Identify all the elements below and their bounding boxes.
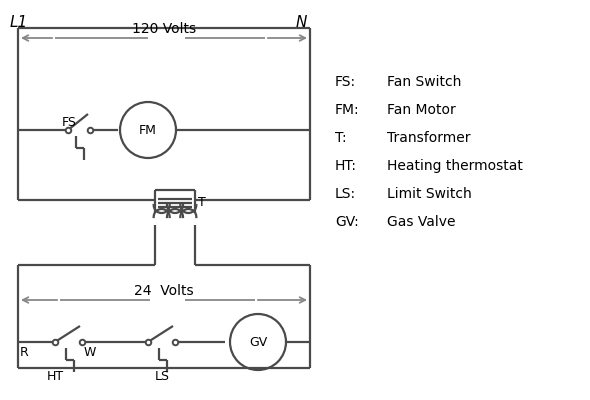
- Text: 24  Volts: 24 Volts: [134, 284, 194, 298]
- Text: HT: HT: [47, 370, 64, 383]
- Text: Limit Switch: Limit Switch: [387, 187, 472, 201]
- Text: W: W: [84, 346, 96, 359]
- Text: T: T: [198, 196, 206, 210]
- Text: GV: GV: [249, 336, 267, 348]
- Text: GV:: GV:: [335, 215, 359, 229]
- Text: L1: L1: [10, 15, 28, 30]
- Text: LS:: LS:: [335, 187, 356, 201]
- Text: FM:: FM:: [335, 103, 360, 117]
- Text: FS:: FS:: [335, 75, 356, 89]
- Text: LS: LS: [155, 370, 169, 383]
- Text: Gas Valve: Gas Valve: [387, 215, 455, 229]
- Text: Heating thermostat: Heating thermostat: [387, 159, 523, 173]
- Text: 120 Volts: 120 Volts: [132, 22, 196, 36]
- Text: FS: FS: [62, 116, 77, 129]
- Text: R: R: [20, 346, 29, 359]
- Text: Fan Switch: Fan Switch: [387, 75, 461, 89]
- Text: FM: FM: [139, 124, 157, 136]
- Text: HT:: HT:: [335, 159, 357, 173]
- Text: Transformer: Transformer: [387, 131, 470, 145]
- Text: Fan Motor: Fan Motor: [387, 103, 455, 117]
- Text: N: N: [296, 15, 307, 30]
- Text: T:: T:: [335, 131, 347, 145]
